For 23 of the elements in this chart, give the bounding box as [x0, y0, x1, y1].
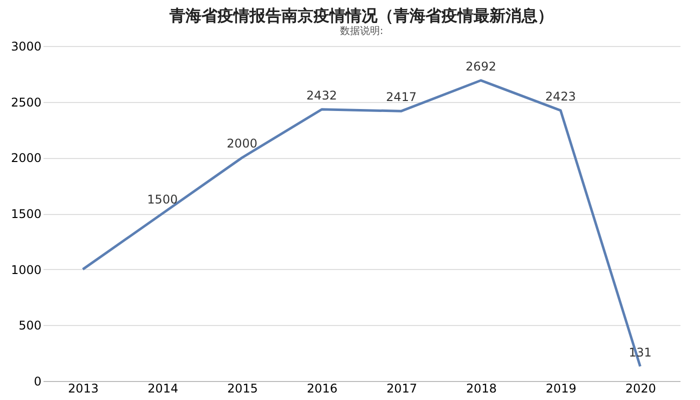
y-tick-label: 3000 [10, 40, 42, 54]
x-tick-label: 2016 [306, 382, 338, 396]
text: 数据说明: [340, 25, 384, 37]
data-label: 2423 [545, 89, 576, 104]
data-label: 2692 [466, 59, 496, 74]
data-label: 2432 [306, 88, 337, 102]
data-label: 2417 [386, 90, 417, 104]
y-tick-label: 0 [34, 374, 42, 388]
y-tick-label: 1000 [10, 262, 42, 277]
x-tick-label: 2013 [68, 382, 99, 396]
y-tick-label: 2500 [10, 95, 42, 110]
x-tick-label: 2017 [386, 382, 418, 396]
data-label: 2000 [226, 136, 258, 151]
x-tick-label: 2015 [227, 382, 258, 396]
x-tick-label: 2020 [625, 382, 656, 396]
y-tick-label: 500 [18, 318, 42, 333]
chart-title: 青海省疫情报告南京疫情情况（青海省疫情最新消息） [168, 6, 554, 25]
y-tick-label: 2000 [10, 151, 42, 166]
data-label: 1500 [147, 192, 178, 206]
x-tick-label: 2019 [546, 382, 576, 396]
y-tick-label: 1500 [10, 207, 42, 221]
x-tick-label: 2018 [466, 382, 497, 396]
x-tick-label: 2014 [148, 382, 178, 396]
